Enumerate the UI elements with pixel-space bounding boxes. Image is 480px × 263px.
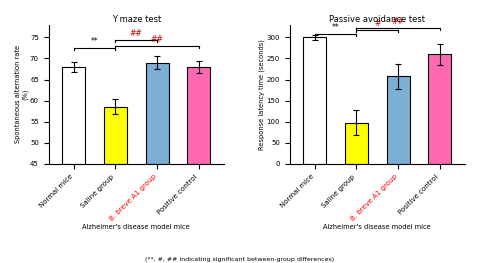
Bar bbox=[145, 63, 168, 164]
Y-axis label: Spontaneous alternation rate
(%): Spontaneous alternation rate (%) bbox=[15, 45, 28, 143]
Bar bbox=[345, 123, 368, 164]
Y-axis label: Response latency time (seconds): Response latency time (seconds) bbox=[259, 39, 265, 150]
Bar bbox=[429, 54, 451, 164]
Bar bbox=[387, 76, 410, 164]
Text: ##: ## bbox=[130, 29, 143, 38]
Bar bbox=[187, 67, 210, 164]
Text: **: ** bbox=[332, 23, 339, 32]
Bar bbox=[104, 107, 127, 164]
Text: ##: ## bbox=[392, 17, 405, 26]
X-axis label: Alzheimer's disease model mice: Alzheimer's disease model mice bbox=[83, 224, 190, 230]
Text: #: # bbox=[374, 19, 381, 28]
Text: (**, #, ## indicating significant between-group differences): (**, #, ## indicating significant betwee… bbox=[145, 257, 335, 262]
Bar bbox=[303, 37, 326, 164]
Text: **: ** bbox=[91, 37, 98, 46]
Title: Passive avoidance test: Passive avoidance test bbox=[329, 15, 425, 24]
Text: ##: ## bbox=[151, 35, 164, 44]
Bar bbox=[62, 67, 85, 164]
Title: Y maze test: Y maze test bbox=[112, 15, 161, 24]
X-axis label: Alzheimer's disease model mice: Alzheimer's disease model mice bbox=[324, 224, 431, 230]
